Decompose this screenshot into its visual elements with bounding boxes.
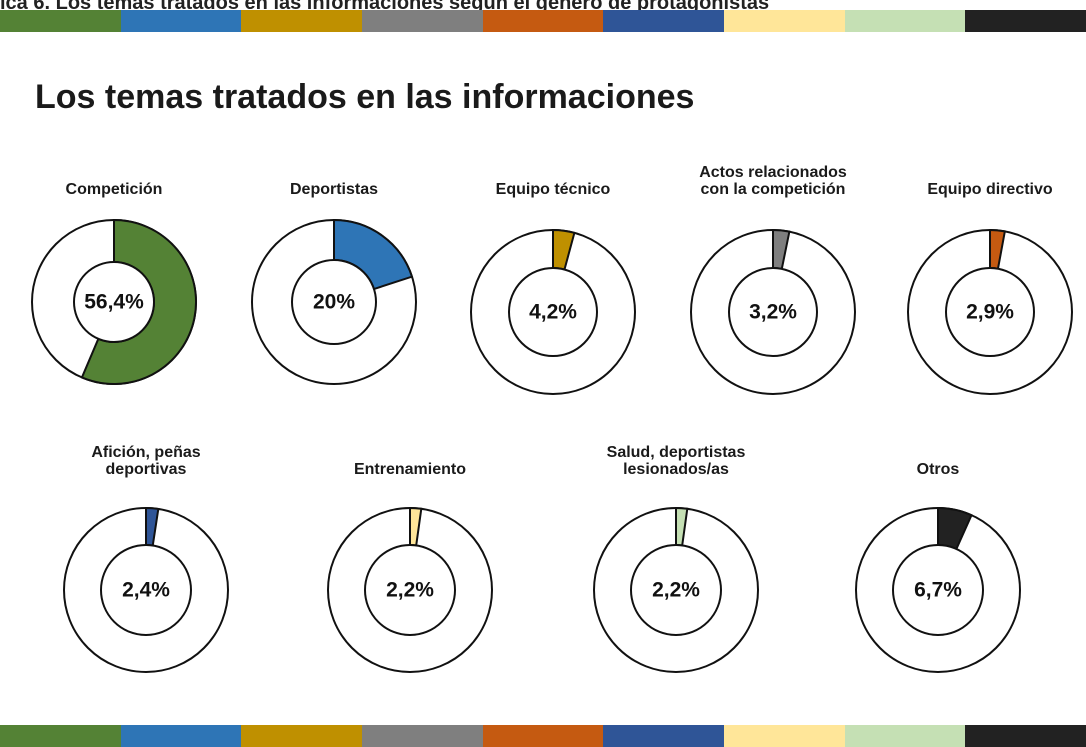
donut-hole xyxy=(100,544,192,636)
donut-hole xyxy=(728,267,818,357)
donut-title: Afición, peñas deportivas xyxy=(91,444,201,478)
donut-title: Salud, deportistas lesionados/as xyxy=(606,444,746,478)
donut-title: Actos relacionados con la competición xyxy=(699,164,847,198)
value-label: 56,4% xyxy=(84,291,144,314)
donut-hole xyxy=(291,259,377,345)
value-label: 4,2% xyxy=(529,301,577,324)
donut-title: Deportistas xyxy=(289,181,379,198)
donut-title: Competición xyxy=(65,181,163,198)
value-label: 3,2% xyxy=(749,301,797,324)
title: Los temas tratados en las informaciones xyxy=(35,78,695,116)
donut-title: Entrenamiento xyxy=(353,461,466,478)
donut-title: Equipo técnico xyxy=(495,181,611,198)
color-stripe xyxy=(0,725,1086,747)
value-label: 2,2% xyxy=(386,579,434,602)
donut-hole xyxy=(630,544,722,636)
donut-title: Equipo directivo xyxy=(927,181,1053,198)
donut-hole xyxy=(73,261,155,343)
value-label: 2,9% xyxy=(966,301,1014,324)
donut-hole xyxy=(945,267,1035,357)
donut-hole xyxy=(364,544,456,636)
value-label: 6,7% xyxy=(914,579,962,602)
donut-hole xyxy=(508,267,598,357)
donut-title: Otros xyxy=(916,461,960,478)
value-label: 20% xyxy=(313,291,355,314)
value-label: 2,2% xyxy=(652,579,700,602)
value-label: 2,4% xyxy=(122,579,170,602)
color-stripe xyxy=(0,10,1086,32)
donut-hole xyxy=(892,544,984,636)
